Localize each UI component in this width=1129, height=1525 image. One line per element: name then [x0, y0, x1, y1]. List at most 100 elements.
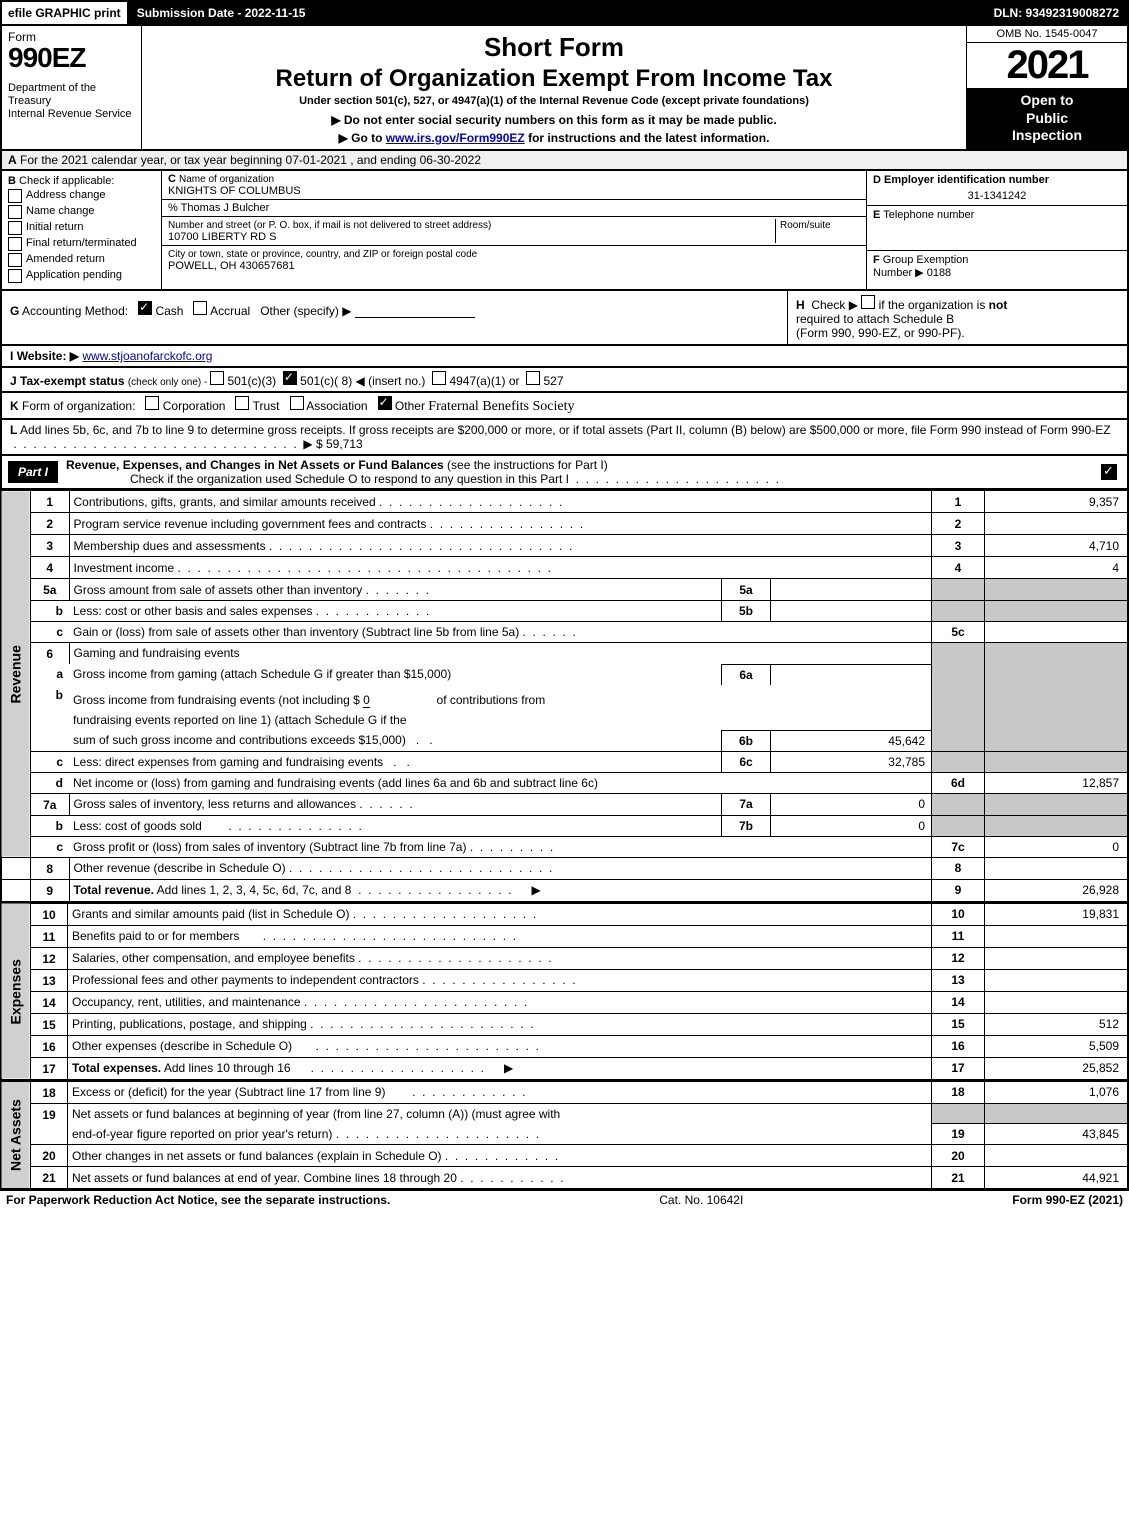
- dots: . . . . . . . . . . . . . . . . . . . . …: [332, 1127, 542, 1141]
- line-7c-num: c: [31, 836, 70, 857]
- part-1-schedule-o-check[interactable]: [1101, 464, 1117, 480]
- line-11-desc: Benefits paid to or for members: [72, 929, 239, 943]
- line-19-desc2: end-of-year figure reported on prior yea…: [72, 1127, 332, 1141]
- dots: . . . . . . . . . . . . . . . . . . . . …: [286, 861, 556, 875]
- check-cash[interactable]: [138, 301, 152, 315]
- line-6c-mval: 32,785: [771, 751, 932, 772]
- b-letter: B: [8, 175, 16, 187]
- line-2-ref: 2: [932, 513, 985, 535]
- line-5c-val: [985, 622, 1129, 643]
- line-20-desc: Other changes in net assets or fund bala…: [72, 1149, 442, 1163]
- check-501c[interactable]: [283, 371, 297, 385]
- line-6a-mref: 6a: [722, 664, 771, 685]
- revenue-side-label: Revenue: [1, 491, 31, 858]
- line-6b-desc2: fundraising events reported on line 1) (…: [73, 713, 407, 727]
- row-i-website: I Website: ▶ www.stjoanofarckofc.org: [0, 346, 1129, 368]
- check-other-org[interactable]: [378, 396, 392, 410]
- line-4-val: 4: [985, 557, 1129, 579]
- form-header: Form 990EZ Department of the Treasury In…: [0, 26, 1129, 151]
- g-accounting-label: Accounting Method:: [22, 304, 128, 318]
- line-6b-desc1-post: of contributions from: [437, 693, 546, 707]
- omb-number: OMB No. 1545-0047: [967, 26, 1127, 43]
- line-9-ref: 9: [932, 879, 985, 902]
- check-4947[interactable]: [432, 371, 446, 385]
- inspect-line3: Inspection: [1012, 127, 1082, 143]
- f-letter: F: [873, 254, 880, 266]
- title-return: Return of Organization Exempt From Incom…: [152, 65, 956, 93]
- dots: . . . . . . . . . . . . . . . . ▶: [351, 883, 540, 897]
- line-14-num: 14: [31, 991, 68, 1013]
- dots: . . . . . .: [356, 797, 416, 811]
- check-initial-return[interactable]: [8, 221, 22, 235]
- check-accrual[interactable]: [193, 301, 207, 315]
- check-assoc[interactable]: [290, 396, 304, 410]
- line-4-desc: Investment income: [74, 561, 175, 575]
- check-amended[interactable]: [8, 253, 22, 267]
- line-6d-num: d: [31, 772, 70, 793]
- check-no-sched-b[interactable]: [861, 295, 875, 309]
- check-app-pending[interactable]: [8, 269, 22, 283]
- line-9-num: 9: [31, 879, 70, 902]
- line-19-desc1: Net assets or fund balances at beginning…: [72, 1107, 560, 1121]
- shade-cell: [985, 730, 1129, 751]
- shade-cell: [985, 664, 1129, 685]
- dots: . . . . . . . . . . . . . . . . . . . .: [355, 951, 555, 965]
- line-6a-num: a: [31, 664, 70, 685]
- d-ein-label: Employer identification number: [884, 174, 1049, 186]
- line-5b-num: b: [31, 601, 70, 622]
- line-1-ref: 1: [932, 491, 985, 513]
- line-7c-desc: Gross profit or (loss) from sales of inv…: [73, 840, 466, 854]
- e-letter: E: [873, 209, 880, 221]
- inspect-line1: Open to: [1021, 92, 1074, 108]
- check-corp[interactable]: [145, 396, 159, 410]
- shade-cell: [932, 815, 985, 836]
- line-17-desc: Add lines 10 through 16: [161, 1061, 290, 1075]
- line-6-num: 6: [31, 643, 70, 665]
- line-12-num: 12: [31, 947, 68, 969]
- line-13-val: [985, 969, 1129, 991]
- line-1-desc: Contributions, gifts, grants, and simila…: [74, 495, 376, 509]
- expenses-side-label: Expenses: [1, 903, 31, 1080]
- check-trust[interactable]: [235, 396, 249, 410]
- dots: . . . . . . .: [362, 583, 432, 597]
- check-527[interactable]: [526, 371, 540, 385]
- check-501c3[interactable]: [210, 371, 224, 385]
- other-specify-input[interactable]: [355, 305, 475, 318]
- line-8-ref: 8: [932, 857, 985, 879]
- h-text3: required to attach Schedule B: [796, 312, 954, 326]
- irs-link[interactable]: www.irs.gov/Form990EZ: [386, 131, 525, 145]
- d-letter: D: [873, 174, 881, 186]
- check-final-return[interactable]: [8, 237, 22, 251]
- line-10-num: 10: [31, 903, 68, 925]
- line-5b-mref: 5b: [722, 601, 771, 622]
- line-20-val: [985, 1145, 1129, 1167]
- label-corp: Corporation: [163, 399, 226, 413]
- line-16-num: 16: [31, 1035, 68, 1057]
- line-21-desc: Net assets or fund balances at end of ye…: [72, 1171, 457, 1185]
- line-17-ref: 17: [932, 1057, 985, 1080]
- tax-year: 2021: [967, 43, 1127, 88]
- check-address-change[interactable]: [8, 189, 22, 203]
- goto-instructions: ▶ Go to www.irs.gov/Form990EZ for instru…: [152, 131, 956, 145]
- line-21-ref: 21: [932, 1167, 985, 1190]
- website-link[interactable]: www.stjoanofarckofc.org: [82, 349, 212, 363]
- line-1-val: 9,357: [985, 491, 1129, 513]
- line-4-num: 4: [31, 557, 70, 579]
- check-name-change[interactable]: [8, 205, 22, 219]
- line-5a-desc: Gross amount from sale of assets other t…: [74, 583, 363, 597]
- col-d-e-f: D Employer identification number 31-1341…: [867, 171, 1127, 289]
- dots: . . . . . .: [519, 625, 579, 639]
- l-text: Add lines 5b, 6c, and 7b to line 9 to de…: [20, 423, 1111, 437]
- line-7b-mval: 0: [771, 815, 932, 836]
- efile-print-label[interactable]: efile GRAPHIC print: [2, 2, 129, 24]
- inspect-line2: Public: [1026, 110, 1068, 126]
- dots: . .: [383, 755, 413, 769]
- label-initial-return: Initial return: [26, 221, 83, 233]
- line-11-val: [985, 925, 1129, 947]
- shade-cell: [985, 685, 1129, 710]
- i-letter: I: [10, 349, 13, 363]
- line-15-num: 15: [31, 1013, 68, 1035]
- dots: . . . . . . . . . . . .: [312, 604, 432, 618]
- line-3-desc: Membership dues and assessments: [74, 539, 266, 553]
- room-label: Room/suite: [780, 220, 831, 231]
